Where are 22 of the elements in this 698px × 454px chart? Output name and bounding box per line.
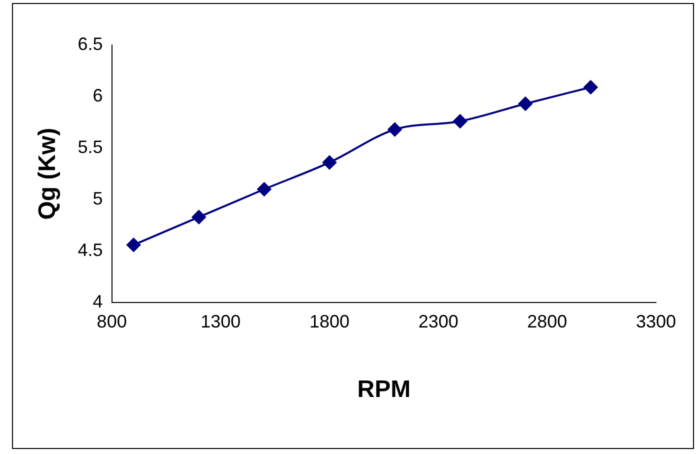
y-tick-label: 5 <box>92 188 103 209</box>
x-axis-title: RPM <box>357 376 411 404</box>
point <box>518 96 532 111</box>
y-tick-label: 4 <box>92 292 103 312</box>
point <box>388 122 402 136</box>
point <box>257 182 272 196</box>
y-tick-label: 5.5 <box>78 137 103 158</box>
x-tick-label: 1800 <box>309 311 350 332</box>
x-tick-label: 2800 <box>527 311 568 332</box>
point <box>192 210 206 224</box>
y-tick-label: 4.5 <box>78 240 103 260</box>
point <box>584 80 598 94</box>
y-tick-label: 6.5 <box>78 34 103 54</box>
x-tick-label: 3300 <box>636 311 676 332</box>
x-tick-label: 1300 <box>200 311 241 332</box>
x-tick-label: 2300 <box>418 311 458 332</box>
x-tick-label: 800 <box>96 311 127 332</box>
y-axis-title: Qg (Kw) <box>34 128 62 220</box>
point <box>126 238 141 252</box>
point <box>322 155 336 170</box>
y-tick-label: 6 <box>92 85 103 106</box>
point <box>453 114 468 128</box>
